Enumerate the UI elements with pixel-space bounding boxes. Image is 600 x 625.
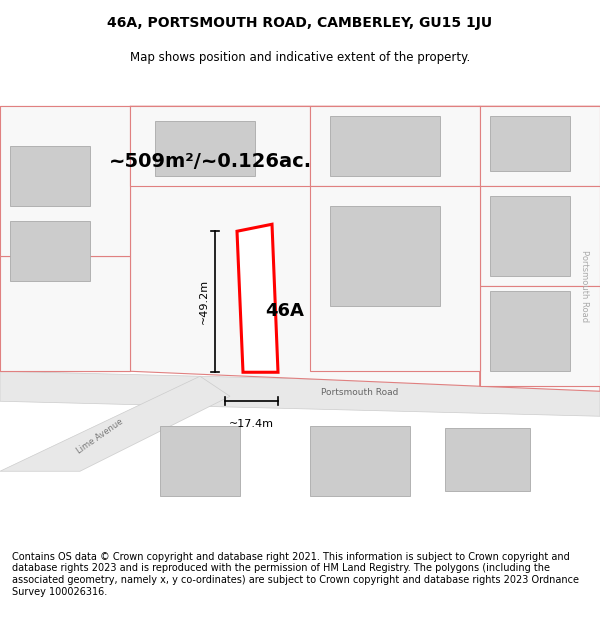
Polygon shape — [490, 116, 570, 171]
Polygon shape — [130, 106, 480, 386]
Polygon shape — [330, 206, 440, 306]
Polygon shape — [130, 106, 310, 186]
Polygon shape — [0, 376, 230, 471]
Polygon shape — [480, 286, 600, 386]
Polygon shape — [0, 106, 130, 371]
Text: Portsmouth Road: Portsmouth Road — [581, 250, 589, 322]
Polygon shape — [10, 221, 90, 281]
Polygon shape — [310, 426, 410, 496]
Polygon shape — [0, 371, 600, 416]
Polygon shape — [0, 256, 130, 371]
Text: ~17.4m: ~17.4m — [229, 419, 274, 429]
Text: ~49.2m: ~49.2m — [199, 279, 209, 324]
Text: Contains OS data © Crown copyright and database right 2021. This information is : Contains OS data © Crown copyright and d… — [12, 552, 579, 597]
Text: 46A: 46A — [266, 302, 304, 320]
Polygon shape — [237, 224, 278, 372]
Polygon shape — [330, 116, 440, 176]
Text: ~509m²/~0.126ac.: ~509m²/~0.126ac. — [109, 152, 311, 171]
Text: 46A, PORTSMOUTH ROAD, CAMBERLEY, GU15 1JU: 46A, PORTSMOUTH ROAD, CAMBERLEY, GU15 1J… — [107, 16, 493, 30]
Polygon shape — [480, 186, 600, 286]
Polygon shape — [0, 106, 130, 256]
Text: Lime Avenue: Lime Avenue — [75, 417, 125, 456]
Polygon shape — [445, 428, 530, 491]
Polygon shape — [480, 106, 600, 391]
Polygon shape — [480, 106, 600, 186]
Polygon shape — [10, 146, 90, 206]
Polygon shape — [155, 121, 255, 176]
Text: Map shows position and indicative extent of the property.: Map shows position and indicative extent… — [130, 51, 470, 64]
Polygon shape — [310, 106, 480, 186]
Polygon shape — [310, 186, 480, 371]
Polygon shape — [490, 291, 570, 371]
Text: Portsmouth Road: Portsmouth Road — [322, 388, 398, 397]
Polygon shape — [160, 426, 240, 496]
Polygon shape — [490, 196, 570, 276]
